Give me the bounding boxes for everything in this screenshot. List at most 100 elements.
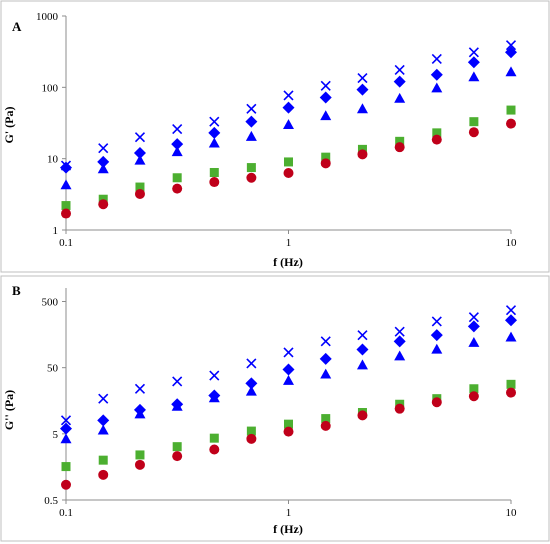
diamond-marker (97, 414, 110, 427)
diamond-marker (505, 46, 517, 59)
x-marker (283, 347, 294, 358)
x-marker (209, 116, 220, 127)
circle-marker (246, 433, 257, 444)
square-marker (172, 442, 182, 452)
x-marker (468, 312, 479, 323)
diamond-marker (467, 320, 480, 333)
x-marker (394, 326, 405, 337)
square-marker (284, 157, 293, 167)
triangle-marker (97, 424, 109, 435)
diamond-marker (60, 161, 72, 174)
triangle-marker (505, 66, 517, 77)
x-marker (98, 393, 109, 404)
square-marker (506, 105, 516, 115)
triangle-marker (431, 82, 443, 93)
diamond-marker (505, 314, 517, 327)
panel-a-y-tick-label: 10 (47, 154, 59, 166)
panel-b-series-circle (61, 387, 516, 490)
diamond-marker (97, 155, 110, 168)
x-marker (431, 316, 442, 327)
triangle-marker (60, 179, 72, 190)
panel-b: B G'' (Pa) f (Hz) 0.1 1 10 0.5 5 50 500 (0, 275, 550, 542)
panel-a-series-triangle (60, 66, 517, 190)
panel-a-series-circle (61, 118, 516, 219)
diamond-marker (282, 101, 295, 114)
diamond-marker (356, 343, 369, 356)
triangle-marker (356, 359, 368, 370)
square-marker (246, 426, 256, 436)
triangle-marker (245, 130, 257, 141)
circle-marker (283, 426, 294, 437)
circle-marker (431, 134, 442, 145)
triangle-marker (356, 103, 368, 114)
x-marker (357, 330, 368, 341)
x-marker (172, 376, 183, 387)
square-marker (284, 419, 293, 429)
x-marker (60, 415, 72, 426)
x-marker (357, 72, 368, 84)
triangle-marker (283, 119, 294, 130)
triangle-marker (505, 331, 517, 342)
panel-a-x-tick-label: 10 (506, 237, 518, 249)
x-marker (505, 40, 517, 51)
panel-b-x-tick-label: 1 (286, 507, 292, 519)
panel-a-x-axis-title: f (Hz) (273, 255, 303, 269)
triangle-marker (394, 92, 406, 103)
panel-b-y-tick-label: 50 (47, 363, 59, 375)
square-marker (246, 163, 256, 173)
panel-a-y-axis-title: G' (Pa) (2, 107, 16, 144)
diamond-marker (171, 138, 184, 151)
panel-b-series-x (60, 305, 517, 426)
panel-b-x-tick-label: 10 (506, 507, 518, 519)
panel-b-letter: B (12, 283, 21, 298)
panel-a-y-tick-label: 100 (42, 82, 59, 94)
circle-marker (283, 167, 294, 178)
circle-marker (394, 142, 405, 153)
circle-marker (506, 118, 516, 129)
triangle-marker (134, 154, 146, 165)
x-marker (246, 103, 257, 114)
triangle-marker (283, 374, 294, 385)
diamond-marker (208, 126, 221, 139)
circle-marker (134, 459, 145, 470)
panel-b-frame (0, 275, 550, 542)
panel-b-x-axis-title: f (Hz) (273, 522, 303, 536)
triangle-marker (97, 163, 109, 174)
x-marker (134, 132, 146, 143)
circle-marker (246, 172, 257, 183)
triangle-marker (468, 337, 480, 347)
circle-marker (431, 397, 442, 408)
panel-a-series-x (60, 40, 517, 171)
triangle-marker (134, 408, 146, 419)
circle-marker (468, 391, 479, 402)
circle-marker (98, 199, 109, 210)
circle-marker (506, 387, 516, 398)
diamond-marker (319, 91, 332, 104)
x-marker (431, 53, 442, 65)
panel-a-x-tick-label: 0.1 (59, 237, 73, 249)
circle-marker (61, 479, 71, 490)
panel-b-y-tick-label: 5 (53, 429, 59, 441)
square-marker (469, 384, 479, 394)
circle-marker (357, 410, 368, 421)
diamond-marker (245, 377, 258, 390)
triangle-marker (394, 350, 406, 361)
x-marker (172, 123, 183, 135)
panel-b-series-triangle (60, 331, 517, 444)
circle-marker (209, 177, 220, 188)
diamond-marker (60, 422, 72, 435)
circle-marker (394, 403, 405, 414)
square-marker (135, 182, 145, 192)
diamond-marker (393, 335, 406, 348)
circle-marker (61, 208, 71, 219)
triangle-marker (431, 343, 443, 354)
x-marker (505, 305, 517, 316)
triangle-marker (468, 71, 480, 82)
triangle-marker (208, 392, 220, 403)
diamond-marker (430, 68, 443, 81)
x-marker (134, 383, 146, 394)
triangle-marker (60, 433, 72, 444)
circle-marker (172, 451, 183, 462)
square-marker (135, 450, 145, 460)
